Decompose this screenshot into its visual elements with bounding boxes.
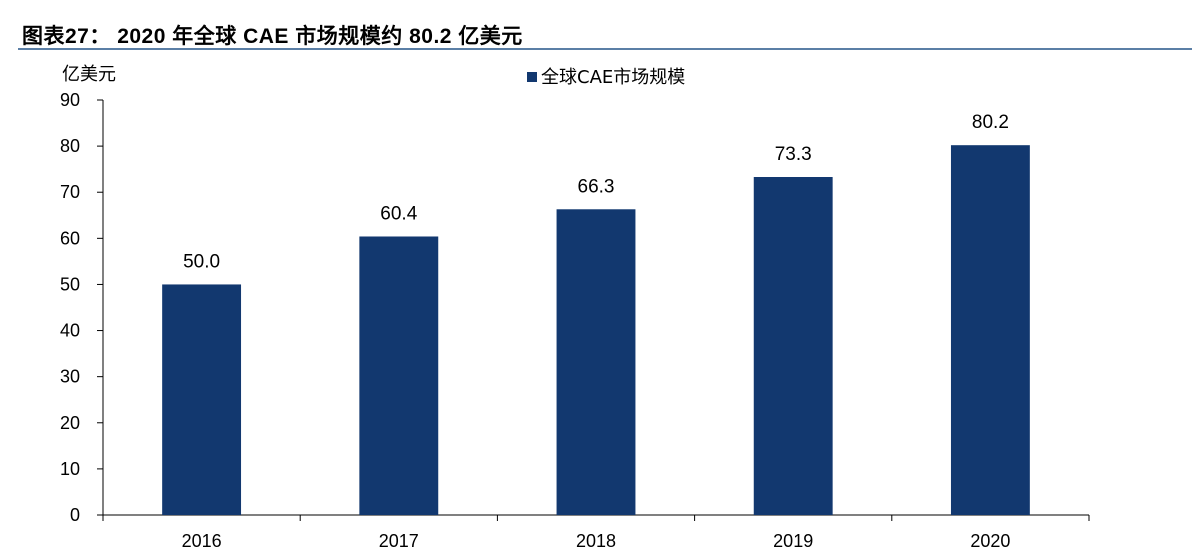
data-label: 66.3 — [578, 176, 615, 197]
data-label: 73.3 — [775, 144, 812, 165]
x-tick-label: 2019 — [773, 531, 813, 551]
bar — [753, 177, 833, 515]
y-tick-label: 20 — [60, 413, 80, 433]
legend: 全球CAE市场规模 — [527, 67, 685, 88]
data-label: 60.4 — [380, 203, 417, 224]
title-divider — [18, 48, 1192, 50]
x-tick-label: 2020 — [970, 531, 1010, 551]
y-tick-label: 30 — [60, 367, 80, 387]
x-axis: 2016 2017 2018 2019 2020 — [102, 514, 1090, 551]
y-axis: 0 10 20 30 40 50 60 70 80 90 — [60, 90, 104, 525]
data-labels: 50.0 60.4 66.3 73.3 80.2 — [183, 112, 1009, 272]
bar — [359, 236, 439, 515]
y-tick-label: 80 — [60, 136, 80, 156]
y-tick-label: 90 — [60, 90, 80, 110]
y-tick-label: 60 — [60, 228, 80, 248]
y-tick-label: 70 — [60, 182, 80, 202]
data-label: 50.0 — [183, 251, 220, 272]
x-tick-label: 2016 — [182, 531, 222, 551]
bar — [556, 209, 636, 516]
data-label: 80.2 — [972, 112, 1009, 133]
page-title: 图表27： 2020 年全球 CAE 市场规模约 80.2 亿美元 — [22, 25, 523, 48]
bar — [162, 284, 242, 515]
y-tick-label: 0 — [70, 505, 80, 525]
y-tick-label: 50 — [60, 274, 80, 294]
y-tick-label: 10 — [60, 459, 80, 479]
y-tick-label: 40 — [60, 321, 80, 341]
legend-label: 全球CAE市场规模 — [541, 67, 685, 88]
bar-series — [162, 145, 1030, 516]
y-axis-unit-label: 亿美元 — [62, 64, 116, 85]
x-tick-label: 2017 — [379, 531, 419, 551]
x-tick-label: 2018 — [576, 531, 616, 551]
bar — [950, 145, 1030, 515]
legend-swatch — [527, 72, 537, 82]
